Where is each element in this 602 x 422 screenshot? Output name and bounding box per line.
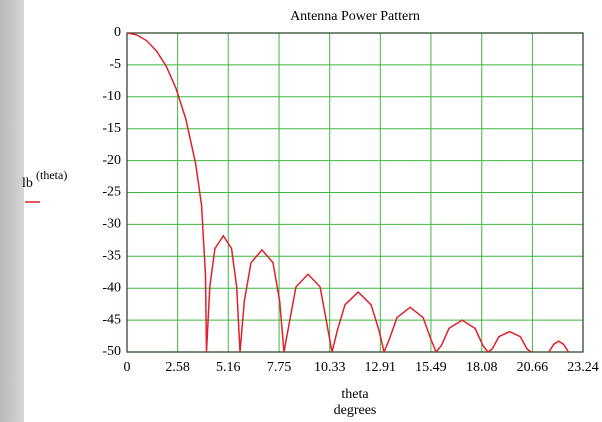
x-axis-unit: degrees — [334, 403, 377, 418]
x-tick-label: 12.91 — [365, 360, 397, 375]
y-tick-label: -25 — [102, 185, 121, 200]
y-axis-label: lb — [22, 176, 33, 191]
y-tick-label: -50 — [102, 344, 121, 359]
data-line — [127, 33, 570, 352]
x-tick-label: 15.49 — [415, 360, 447, 375]
x-tick-label: 10.33 — [314, 360, 346, 375]
x-tick-label: 23.24 — [567, 360, 599, 375]
x-tick-label: 7.75 — [267, 360, 292, 375]
y-tick-label: -35 — [102, 249, 121, 264]
x-axis-label: theta — [341, 387, 369, 402]
x-tick-label: 2.58 — [165, 360, 190, 375]
y-tick-label: -15 — [102, 121, 121, 136]
x-tick-label: 0 — [124, 360, 131, 375]
y-tick-label: -10 — [102, 89, 121, 104]
x-tick-label: 18.08 — [466, 360, 498, 375]
x-tick-label: 5.16 — [216, 360, 241, 375]
y-axis-label-arg: (theta) — [36, 168, 67, 182]
y-tick-label: -20 — [102, 153, 121, 168]
y-tick-label: -30 — [102, 217, 121, 232]
y-tick-label: -45 — [102, 312, 121, 327]
chart-title: Antenna Power Pattern — [290, 9, 420, 24]
y-tick-label: -5 — [109, 57, 121, 72]
x-tick-label: 20.66 — [517, 360, 549, 375]
y-tick-label: 0 — [114, 25, 121, 40]
y-tick-label: -40 — [102, 280, 121, 295]
side-strip — [0, 0, 24, 422]
plot-frame — [126, 32, 584, 353]
